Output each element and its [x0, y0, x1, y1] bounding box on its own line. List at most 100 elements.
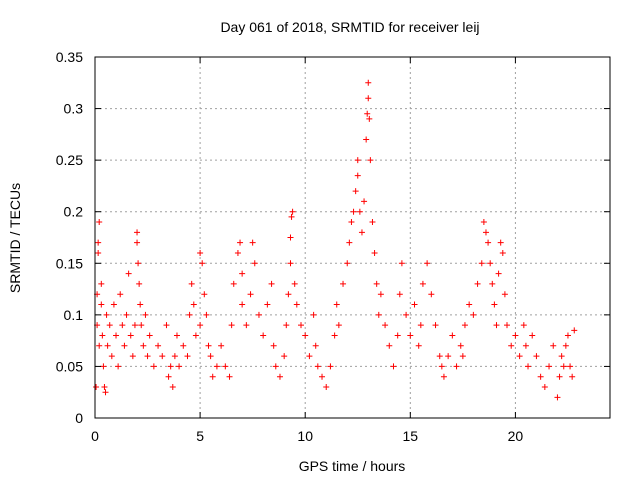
data-point — [466, 301, 473, 308]
x-tick-label: 10 — [297, 428, 313, 444]
data-point — [134, 239, 141, 246]
data-point — [556, 373, 563, 380]
data-point — [522, 342, 529, 349]
data-point — [398, 260, 405, 267]
data-point — [159, 353, 166, 360]
data-point — [287, 260, 294, 267]
x-axis-ticks: 0 5 10 15 20 — [91, 57, 523, 444]
data-point — [144, 353, 151, 360]
data-point — [121, 342, 128, 349]
data-point — [184, 353, 191, 360]
data-point — [382, 322, 389, 329]
data-point — [331, 332, 338, 339]
data-point — [520, 322, 527, 329]
data-point — [459, 353, 466, 360]
data-point — [375, 311, 382, 318]
data-point — [501, 291, 508, 298]
data-point — [564, 332, 571, 339]
data-point — [377, 291, 384, 298]
data-point — [562, 342, 569, 349]
data-point — [239, 270, 246, 277]
data-point — [276, 373, 283, 380]
data-point — [176, 363, 183, 370]
data-point — [558, 353, 565, 360]
data-point — [371, 249, 378, 256]
data-point — [396, 291, 403, 298]
data-point — [272, 363, 279, 370]
data-point — [365, 95, 372, 102]
data-point — [478, 260, 485, 267]
data-point — [415, 342, 422, 349]
data-point — [411, 301, 418, 308]
data-point — [323, 384, 330, 391]
data-point — [104, 342, 111, 349]
data-point — [361, 198, 368, 205]
data-point — [417, 322, 424, 329]
data-point — [239, 301, 246, 308]
data-point — [98, 280, 105, 287]
data-point — [333, 301, 340, 308]
data-point — [474, 280, 481, 287]
data-point — [268, 280, 275, 287]
data-point — [197, 249, 204, 256]
data-point — [348, 219, 355, 226]
data-point — [138, 322, 145, 329]
data-point — [140, 342, 147, 349]
y-tick-label: 0.05 — [56, 358, 83, 374]
data-point — [96, 342, 103, 349]
data-point — [508, 342, 515, 349]
y-tick-label: 0.3 — [64, 101, 84, 117]
x-tick-label: 5 — [196, 428, 204, 444]
data-point — [186, 311, 193, 318]
data-point — [445, 353, 452, 360]
data-point — [424, 260, 431, 267]
data-point — [169, 384, 176, 391]
data-point — [550, 342, 557, 349]
data-point — [571, 327, 578, 334]
x-tick-label: 20 — [508, 428, 524, 444]
data-point — [203, 311, 210, 318]
data-point — [541, 384, 548, 391]
data-point — [136, 280, 143, 287]
data-point — [197, 322, 204, 329]
data-point — [270, 342, 277, 349]
data-point — [155, 342, 162, 349]
chart-title: Day 061 of 2018, SRMTID for receiver lei… — [220, 19, 479, 35]
data-point — [146, 332, 153, 339]
grid-lines — [95, 57, 610, 418]
data-point — [287, 234, 294, 241]
data-point — [129, 353, 136, 360]
data-point — [449, 332, 456, 339]
data-point — [201, 291, 208, 298]
data-point — [289, 208, 296, 215]
data-point — [386, 342, 393, 349]
data-point — [106, 322, 113, 329]
data-point — [249, 239, 256, 246]
data-point — [222, 363, 229, 370]
data-point — [180, 342, 187, 349]
data-point — [255, 311, 262, 318]
y-tick-label: 0.1 — [64, 307, 84, 323]
data-point — [354, 172, 361, 179]
data-point — [495, 270, 502, 277]
y-tick-label: 0.15 — [56, 255, 83, 271]
data-point — [525, 363, 532, 370]
y-tick-label: 0.35 — [56, 49, 83, 65]
data-point — [497, 239, 504, 246]
data-point — [438, 363, 445, 370]
data-point — [344, 260, 351, 267]
data-point — [306, 353, 313, 360]
data-point — [226, 373, 233, 380]
data-point — [560, 363, 567, 370]
data-point — [403, 311, 410, 318]
data-point — [218, 342, 225, 349]
data-point — [108, 353, 115, 360]
data-point — [369, 219, 376, 226]
data-point — [165, 373, 172, 380]
data-point — [213, 363, 220, 370]
data-point — [504, 322, 510, 329]
data-point — [95, 249, 102, 256]
data-point — [293, 301, 300, 308]
data-point — [373, 280, 380, 287]
data-point — [358, 229, 365, 236]
